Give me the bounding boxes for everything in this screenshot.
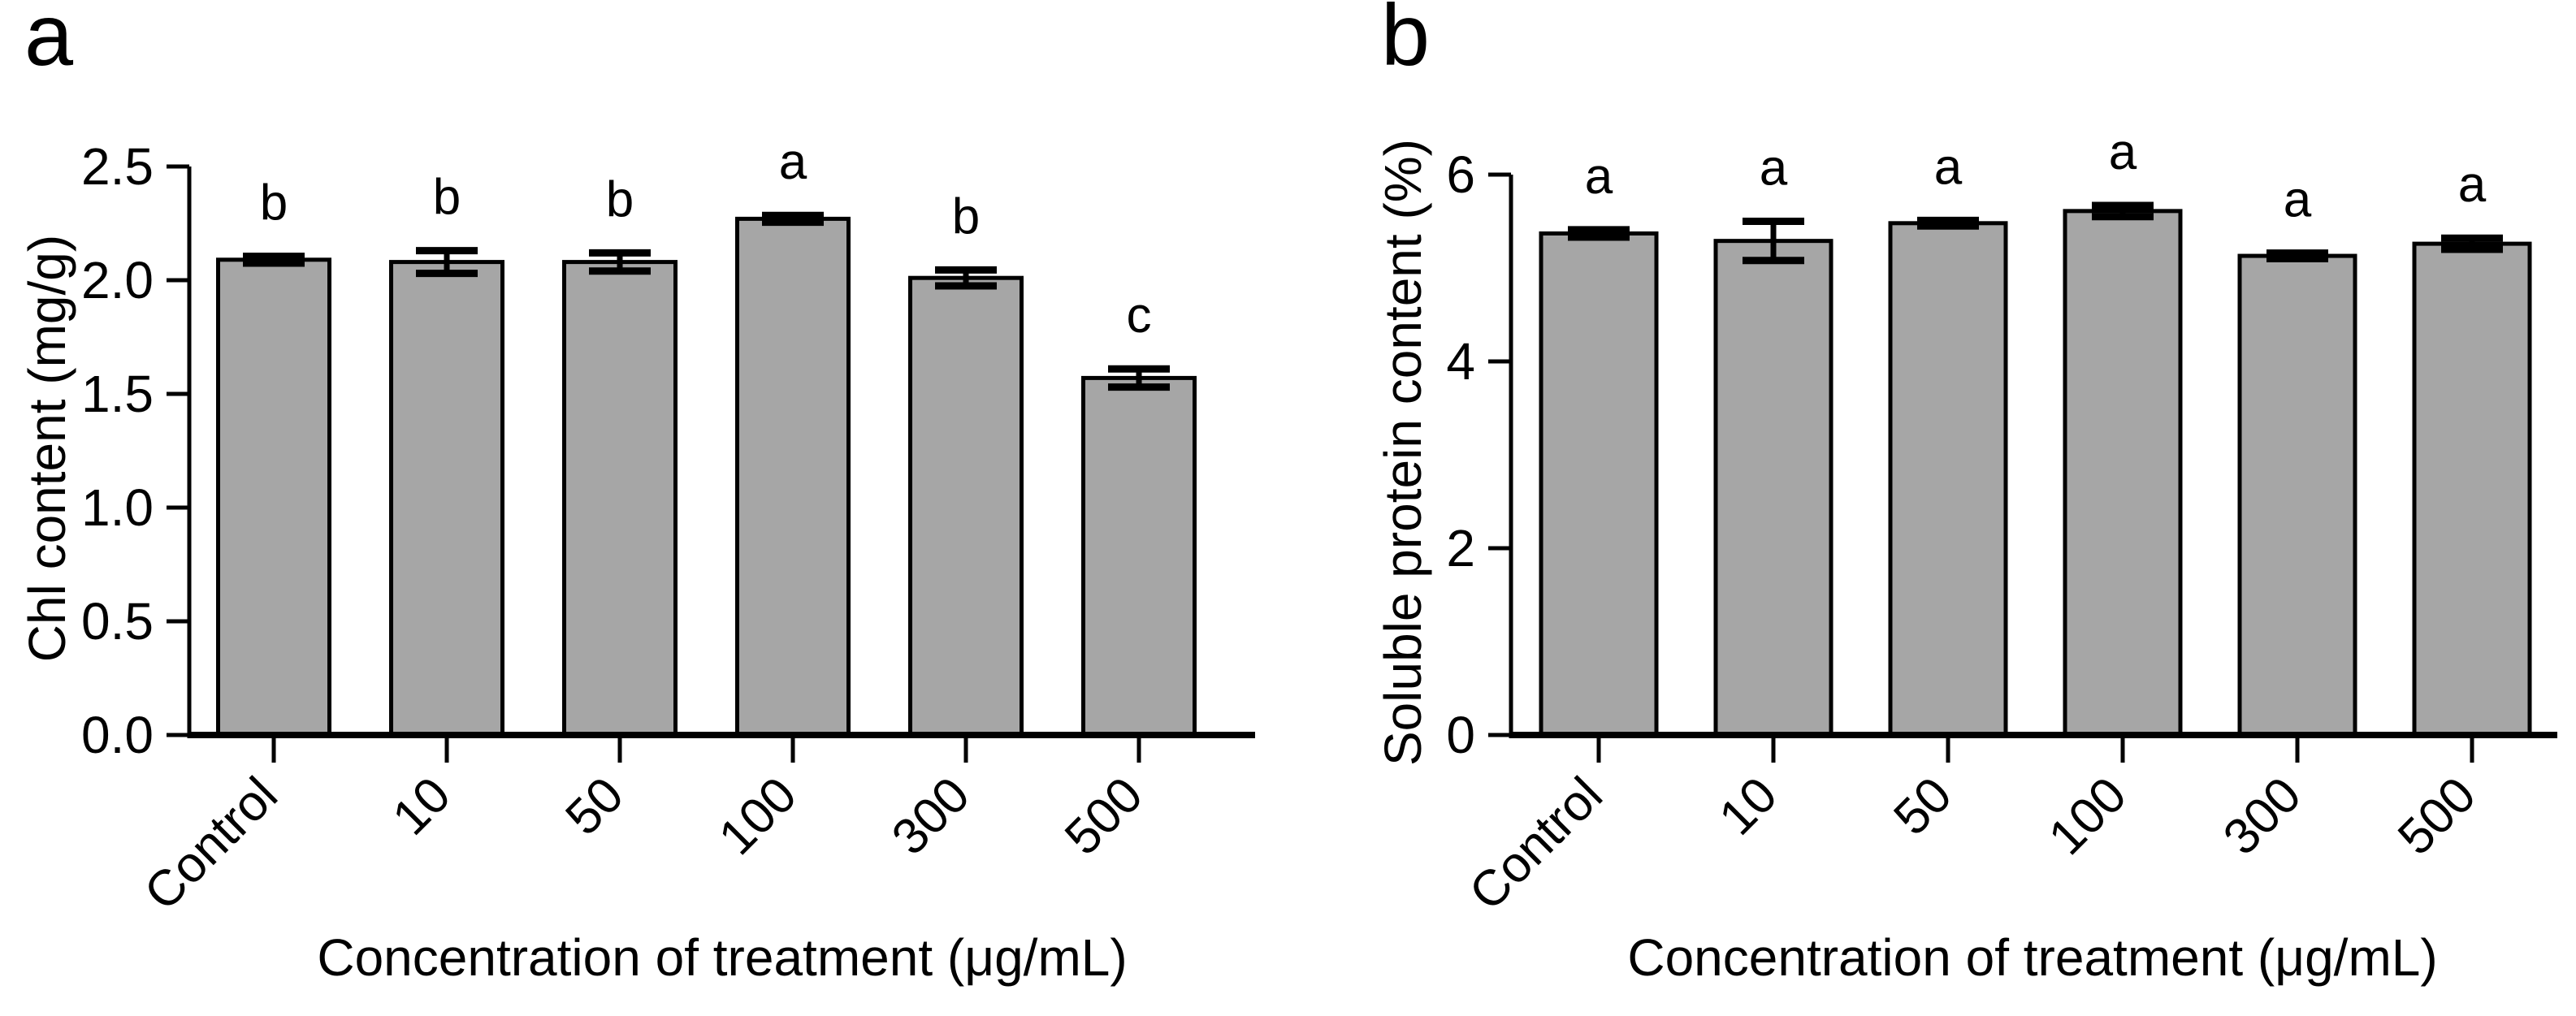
y-tick-label: 2.5 xyxy=(81,137,154,196)
significance-letter: a xyxy=(1934,139,1963,195)
y-tick-label: 2.0 xyxy=(81,251,154,309)
y-tick-label: 1.5 xyxy=(81,365,154,423)
x-tick-label: 50 xyxy=(555,767,634,846)
x-tick-label: 300 xyxy=(881,767,981,866)
significance-letter: b xyxy=(952,188,980,244)
x-tick-label: Control xyxy=(134,767,288,921)
y-tick-label: 0.5 xyxy=(81,592,154,651)
y-tick-label: 0.0 xyxy=(81,706,154,764)
significance-letter: a xyxy=(1760,141,1788,197)
y-tick-label: 4 xyxy=(1446,332,1475,391)
x-tick-label: 100 xyxy=(708,767,807,866)
bar xyxy=(1081,375,1197,737)
bar xyxy=(2063,209,2183,737)
panel-a-chart: b b b a b c 0.0 0.5 1.0 1.5 2.0 2.5 Control 10 50 100 30… xyxy=(81,134,1255,921)
bar xyxy=(562,260,678,737)
significance-letter: a xyxy=(2109,124,2137,180)
panel-b-label: b xyxy=(1381,0,1431,84)
bar xyxy=(735,216,851,737)
significance-letter: a xyxy=(2284,172,2312,228)
significance-letter: a xyxy=(2458,157,2487,213)
bar xyxy=(216,257,331,737)
x-tick-label: 300 xyxy=(2213,767,2312,866)
y-tick-label: 1.0 xyxy=(81,478,154,537)
bar xyxy=(908,275,1024,737)
x-tick-label: Control xyxy=(1459,767,1613,921)
bar xyxy=(1888,221,2008,737)
bar xyxy=(389,260,504,737)
panel-b-chart: a a a a a a 0 2 4 6 Control 10 50 100 300 500 xyxy=(1446,124,2557,921)
y-tick-label: 2 xyxy=(1446,519,1475,577)
bar xyxy=(2412,241,2532,737)
x-tick-label: 50 xyxy=(1883,767,1963,846)
x-tick-label: 500 xyxy=(1054,767,1154,866)
significance-letter: b xyxy=(260,175,288,231)
x-tick-label: 10 xyxy=(382,767,461,846)
significance-letter: b xyxy=(606,171,634,227)
x-tick-label: 100 xyxy=(2038,767,2137,866)
panel-b-x-axis-title: Concentration of treatment (μg/mL) xyxy=(1627,928,2438,987)
bar xyxy=(2237,253,2357,737)
significance-letter: a xyxy=(1585,149,1613,205)
bar xyxy=(1713,239,1834,737)
y-tick-label: 0 xyxy=(1446,706,1475,764)
x-tick-label: 500 xyxy=(2388,767,2487,866)
significance-letter: a xyxy=(779,134,807,190)
panel-a-x-axis-title: Concentration of treatment (μg/mL) xyxy=(317,928,1128,987)
significance-letter: c xyxy=(1127,288,1152,344)
x-tick-label: 10 xyxy=(1708,767,1788,846)
significance-letter: b xyxy=(433,170,461,226)
bar xyxy=(1539,231,1659,737)
panel-a-label: a xyxy=(24,0,74,84)
y-tick-label: 6 xyxy=(1446,145,1475,204)
